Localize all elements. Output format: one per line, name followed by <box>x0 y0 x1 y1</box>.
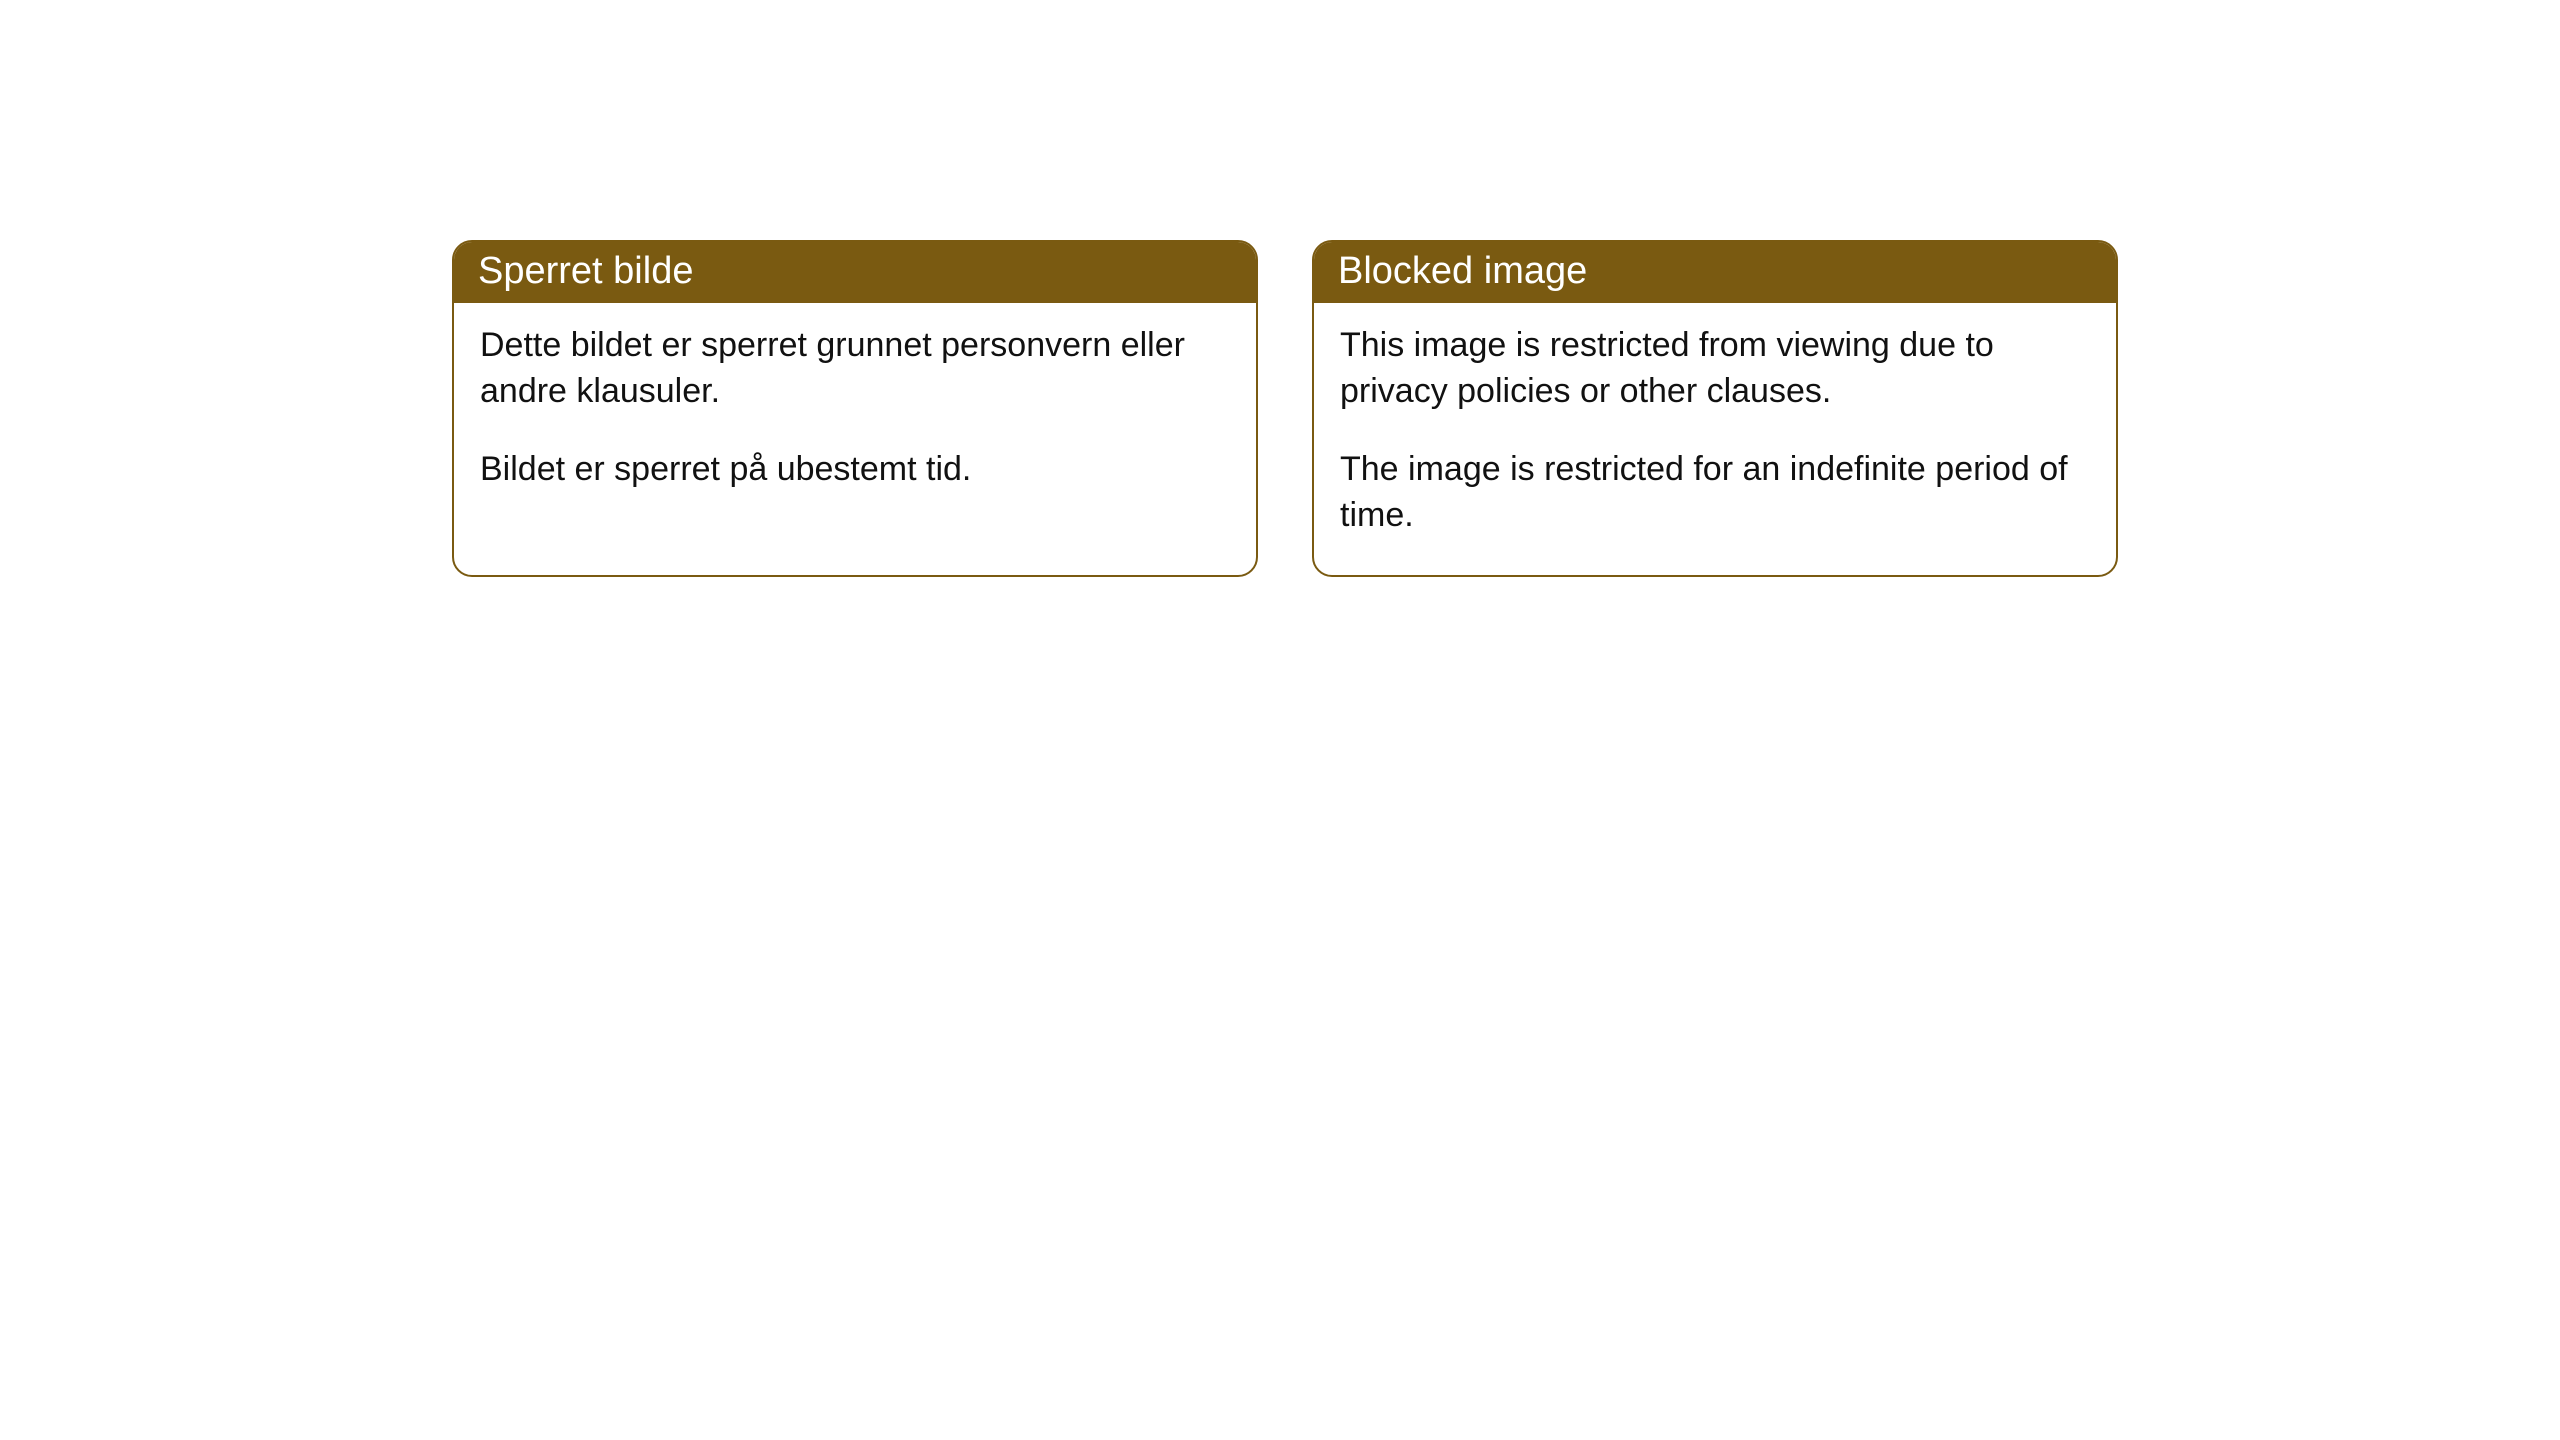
notice-body-english: This image is restricted from viewing du… <box>1314 303 2116 575</box>
notice-card-norwegian: Sperret bilde Dette bildet er sperret gr… <box>452 240 1258 577</box>
notice-para2-english: The image is restricted for an indefinit… <box>1340 447 2090 539</box>
notice-card-english: Blocked image This image is restricted f… <box>1312 240 2118 577</box>
notice-para1-norwegian: Dette bildet er sperret grunnet personve… <box>480 323 1230 415</box>
notice-container: Sperret bilde Dette bildet er sperret gr… <box>0 0 2560 577</box>
notice-body-norwegian: Dette bildet er sperret grunnet personve… <box>454 303 1256 529</box>
notice-header-english: Blocked image <box>1314 242 2116 303</box>
notice-header-norwegian: Sperret bilde <box>454 242 1256 303</box>
notice-para1-english: This image is restricted from viewing du… <box>1340 323 2090 415</box>
notice-para2-norwegian: Bildet er sperret på ubestemt tid. <box>480 447 1230 493</box>
